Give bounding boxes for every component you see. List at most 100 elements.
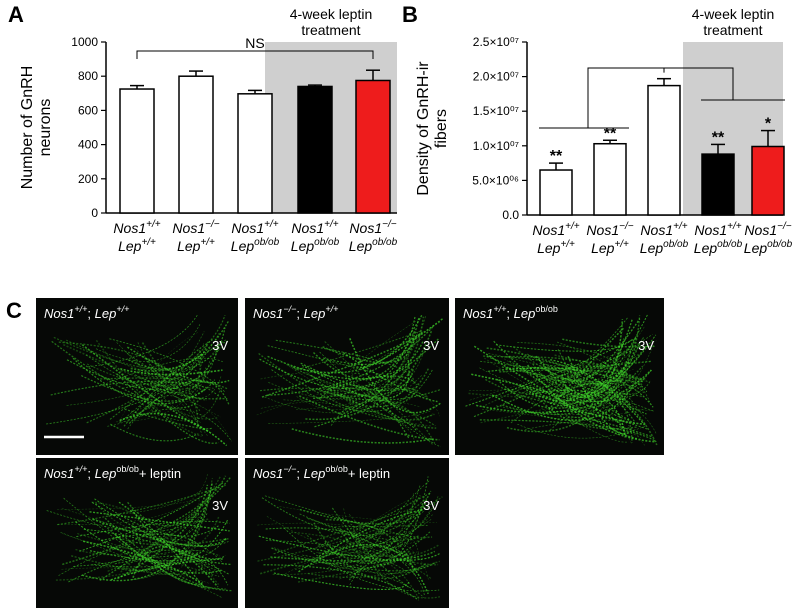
y-axis-label-line: fibers <box>433 109 450 148</box>
fiber <box>141 491 200 575</box>
fiber <box>283 527 440 592</box>
fiber <box>104 517 232 592</box>
fiber <box>537 366 648 415</box>
fiber <box>483 355 633 443</box>
fiber <box>348 514 418 554</box>
fiber <box>506 360 653 396</box>
fiber <box>63 497 211 590</box>
text-segment: Lep <box>537 240 561 256</box>
text-segment: ; <box>506 306 513 321</box>
fiber <box>118 331 200 423</box>
fiber <box>355 381 419 404</box>
fiber <box>294 330 423 371</box>
fiber <box>100 377 228 390</box>
fiber <box>468 347 632 398</box>
fiber <box>298 395 440 441</box>
fiber <box>86 363 211 386</box>
fiber <box>140 346 223 377</box>
fiber <box>139 390 221 422</box>
fiber <box>351 505 430 548</box>
fiber <box>316 536 428 554</box>
y-tick-label: 400 <box>78 138 98 152</box>
fiber <box>62 343 208 401</box>
bar <box>297 85 333 214</box>
fiber <box>127 346 230 384</box>
fiber <box>322 338 415 364</box>
x-tick-label: Nos1+/+ <box>291 219 338 236</box>
bar <box>539 169 573 216</box>
fiber <box>548 327 624 411</box>
fiber <box>349 338 442 414</box>
text-segment: Lep <box>744 240 768 256</box>
text-segment: ob/ob <box>254 237 279 248</box>
annotation: NS <box>245 35 264 51</box>
fiber <box>551 334 653 383</box>
fiber <box>328 375 418 390</box>
fiber <box>89 550 199 562</box>
y-tick-label: 2.5×10⁰⁷ <box>473 35 519 49</box>
fiber <box>481 408 642 438</box>
fiber <box>85 344 219 394</box>
fiber <box>120 518 210 573</box>
y-axis-label: Number of GnRHneurons <box>19 66 54 190</box>
panel-label: B <box>402 2 418 27</box>
comparison-bracket <box>136 50 374 59</box>
fiber <box>505 360 652 370</box>
text-segment: −/− <box>619 221 634 232</box>
x-tick-label: Lepob/ob <box>291 237 340 254</box>
fiber <box>257 522 429 581</box>
fiber <box>468 337 644 391</box>
bar <box>237 93 273 214</box>
text-segment: Lep <box>118 238 142 254</box>
fiber <box>549 378 623 417</box>
text-segment: ob/ob <box>314 237 339 248</box>
fiber <box>343 508 434 548</box>
fiber <box>77 533 220 577</box>
panel-label: A <box>8 2 24 27</box>
comparison-bracket <box>539 67 785 129</box>
fiber <box>305 329 433 421</box>
fiber-texture <box>46 314 232 447</box>
text-segment: Nos1 <box>694 222 727 238</box>
fiber <box>513 353 640 370</box>
fiber <box>485 365 644 404</box>
text-segment: −/− <box>205 219 220 230</box>
fiber <box>134 347 209 437</box>
fiber <box>143 485 217 543</box>
fiber-texture <box>257 476 443 601</box>
text-segment: +/+ <box>264 219 279 230</box>
fiber <box>531 389 626 438</box>
text-segment: +/+ <box>727 221 742 232</box>
text-segment: −/− <box>283 464 296 474</box>
fiber <box>556 341 633 382</box>
x-tick-label: Nos1−/− <box>744 221 791 238</box>
y-tick-label: 0 <box>91 206 98 220</box>
fiber <box>114 533 223 574</box>
fiber <box>270 550 436 562</box>
y-tick-label: 1000 <box>71 35 98 49</box>
bar <box>178 75 214 214</box>
text-segment: −/− <box>777 221 792 232</box>
text-segment: Lep <box>349 238 373 254</box>
fiber <box>526 364 655 443</box>
fiber <box>135 408 232 442</box>
fiber <box>512 338 625 383</box>
y-tick-label: 200 <box>78 172 98 186</box>
fiber <box>532 334 657 395</box>
text-segment: Lep <box>304 466 326 481</box>
fiber <box>126 352 201 412</box>
x-tick-label: Nos1−/− <box>586 221 633 238</box>
text-segment: +/+ <box>560 239 575 250</box>
significance-label: ** <box>550 148 563 165</box>
fiber <box>265 527 416 566</box>
fiber <box>75 519 228 564</box>
fiber <box>543 313 649 406</box>
fiber <box>283 399 415 444</box>
fiber <box>109 339 230 420</box>
fiber <box>91 501 220 586</box>
fiber <box>307 518 425 595</box>
fiber <box>479 341 624 397</box>
fiber <box>126 405 202 424</box>
fiber <box>549 384 645 431</box>
fiber <box>109 338 226 393</box>
